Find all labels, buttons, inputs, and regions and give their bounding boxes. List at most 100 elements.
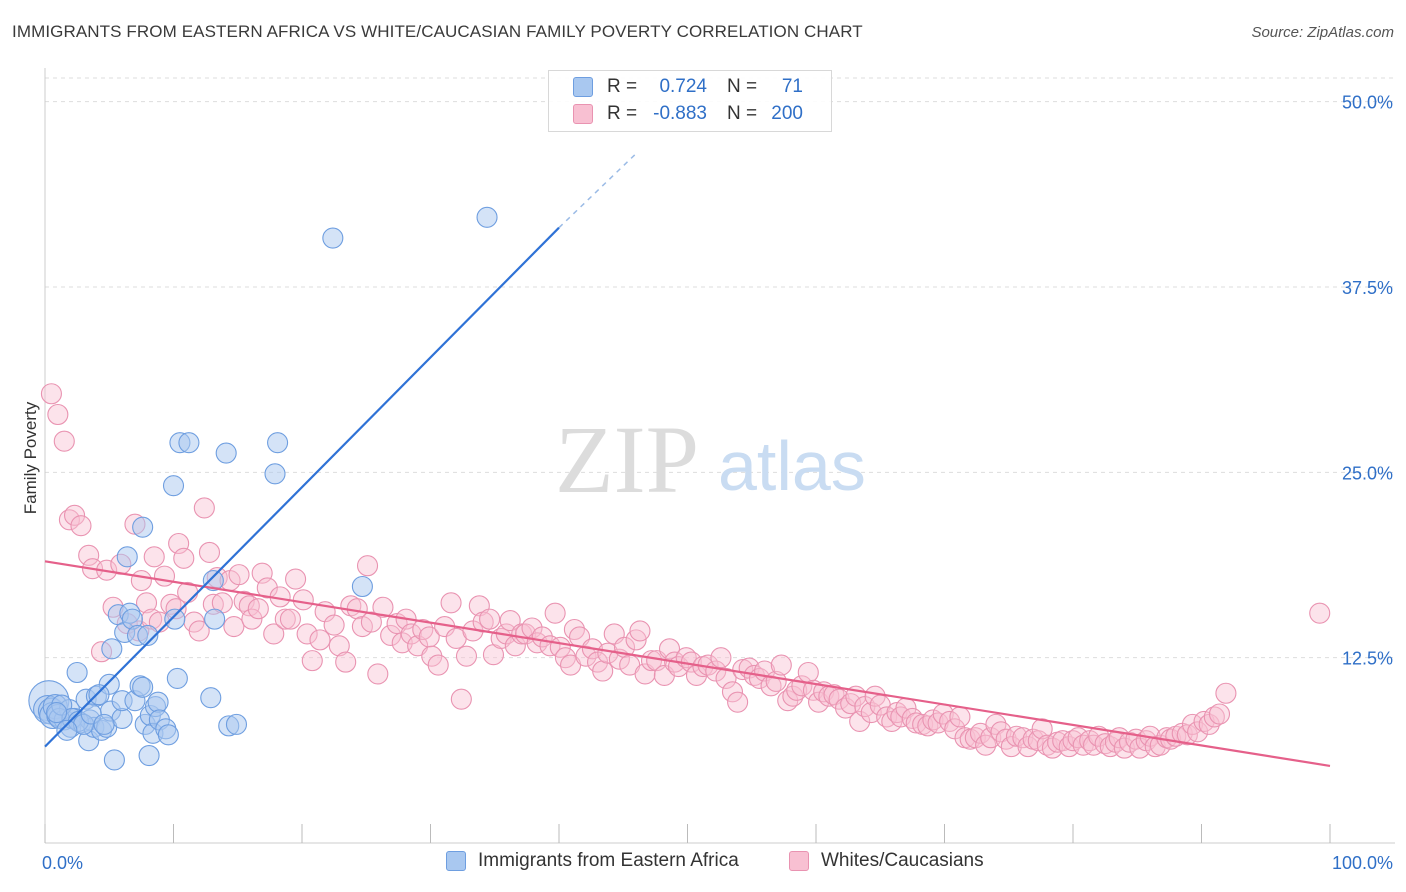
trend-immigrants-extension [558, 153, 637, 229]
point-whites [360, 611, 382, 633]
r-label: R = [607, 103, 638, 124]
series-legend: Immigrants from Eastern Africa Whites/Ca… [0, 850, 1406, 878]
point-whites [732, 658, 754, 681]
x-tick-max: 100.0% [1332, 853, 1393, 873]
legend-row-whites: R = -0.883 N = 200 [573, 102, 803, 126]
point-whites [263, 623, 285, 645]
point-immigrants [101, 638, 123, 660]
point-immigrants [476, 206, 498, 228]
y-tick-labels: 12.5% 25.0% 37.5% 50.0% [1342, 93, 1393, 669]
point-whites [70, 515, 92, 537]
point-whites [949, 706, 971, 728]
point-whites [427, 654, 449, 676]
legend-swatch-blue [446, 851, 466, 871]
point-whites [640, 650, 663, 672]
point-whites [256, 577, 278, 599]
point-whites [1031, 718, 1053, 740]
watermark-atlas: atlas [718, 427, 866, 505]
point-whites [372, 596, 394, 618]
point-immigrants [137, 624, 159, 646]
r-value: -0.883 [653, 103, 707, 124]
legend-row-immigrants: R = 0.724 N = 71 [573, 75, 803, 99]
n-label: N = [727, 76, 758, 97]
point-whites [980, 727, 1002, 749]
point-whites [450, 688, 472, 710]
trend-whites [44, 560, 1331, 767]
point-whites [544, 602, 566, 624]
point-whites [592, 660, 614, 682]
point-immigrants [88, 684, 110, 706]
point-whites [309, 629, 331, 651]
point-whites [479, 608, 501, 630]
point-whites [727, 691, 749, 713]
axes [44, 68, 1395, 844]
r-label: R = [607, 76, 638, 97]
point-whites [1208, 703, 1231, 725]
point-whites [634, 663, 656, 685]
point-immigrants [138, 744, 160, 767]
legend-item-whites[interactable]: Whites/Caucasians [789, 850, 984, 872]
point-whites [356, 555, 379, 577]
point-immigrants [264, 463, 286, 485]
point-whites [629, 620, 651, 642]
point-immigrants [56, 719, 78, 741]
point-whites [241, 608, 263, 630]
r-value: 0.724 [659, 76, 707, 97]
point-whites [721, 681, 744, 703]
point-immigrants [116, 546, 138, 568]
point-immigrants [215, 442, 237, 464]
point-immigrants [351, 575, 373, 598]
point-whites [391, 632, 413, 654]
point-whites [301, 650, 323, 672]
point-whites [1215, 682, 1237, 704]
point-immigrants [157, 724, 179, 746]
point-whites [400, 623, 422, 645]
point-immigrants [164, 608, 186, 630]
point-whites [247, 598, 269, 620]
point-whites [188, 620, 210, 642]
point-immigrants [132, 676, 154, 698]
n-value: 71 [781, 76, 803, 97]
point-whites [238, 595, 260, 617]
point-immigrants [46, 701, 68, 724]
point-immigrants [202, 570, 224, 592]
x-tick-min: 0.0% [42, 853, 83, 873]
point-whites [40, 383, 62, 405]
legend-item-immigrants[interactable]: Immigrants from Eastern Africa [446, 850, 739, 872]
point-whites [658, 638, 681, 660]
legend-swatch-pink [789, 851, 809, 871]
trend-immigrants [44, 226, 560, 748]
stats-legend: R = 0.724 N = 71 R = -0.883 N = 200 [548, 70, 832, 132]
point-whites [64, 504, 86, 526]
point-immigrants [322, 227, 344, 249]
point-whites [198, 541, 221, 563]
point-whites [285, 568, 307, 590]
point-whites [440, 592, 462, 614]
series-whites-caucasians [40, 383, 1331, 759]
point-immigrants [103, 749, 125, 771]
chart-title: IMMIGRANTS FROM EASTERN AFRICA VS WHITE/… [12, 22, 863, 41]
point-whites [228, 564, 250, 586]
point-whites [279, 608, 301, 630]
point-immigrants [204, 608, 226, 630]
point-immigrants [147, 691, 169, 713]
chart-source: Source: ZipAtlas.com [1251, 24, 1394, 41]
point-whites [130, 570, 152, 592]
point-immigrants [111, 707, 133, 730]
point-immigrants [66, 661, 88, 684]
point-whites [797, 661, 819, 684]
point-whites [705, 660, 727, 682]
n-label: N = [727, 103, 758, 124]
y-tick-label: 25.0% [1342, 463, 1393, 483]
point-immigrants [162, 475, 185, 497]
point-whites [1000, 736, 1022, 758]
legend-label: Whites/Caucasians [821, 850, 984, 871]
point-whites [135, 592, 158, 614]
point-whites [770, 654, 792, 676]
y-tick-label: 12.5% [1342, 649, 1393, 669]
point-immigrants [267, 432, 289, 454]
point-whites [173, 547, 195, 569]
point-whites [78, 544, 100, 566]
y-tick-label: 37.5% [1342, 278, 1393, 298]
